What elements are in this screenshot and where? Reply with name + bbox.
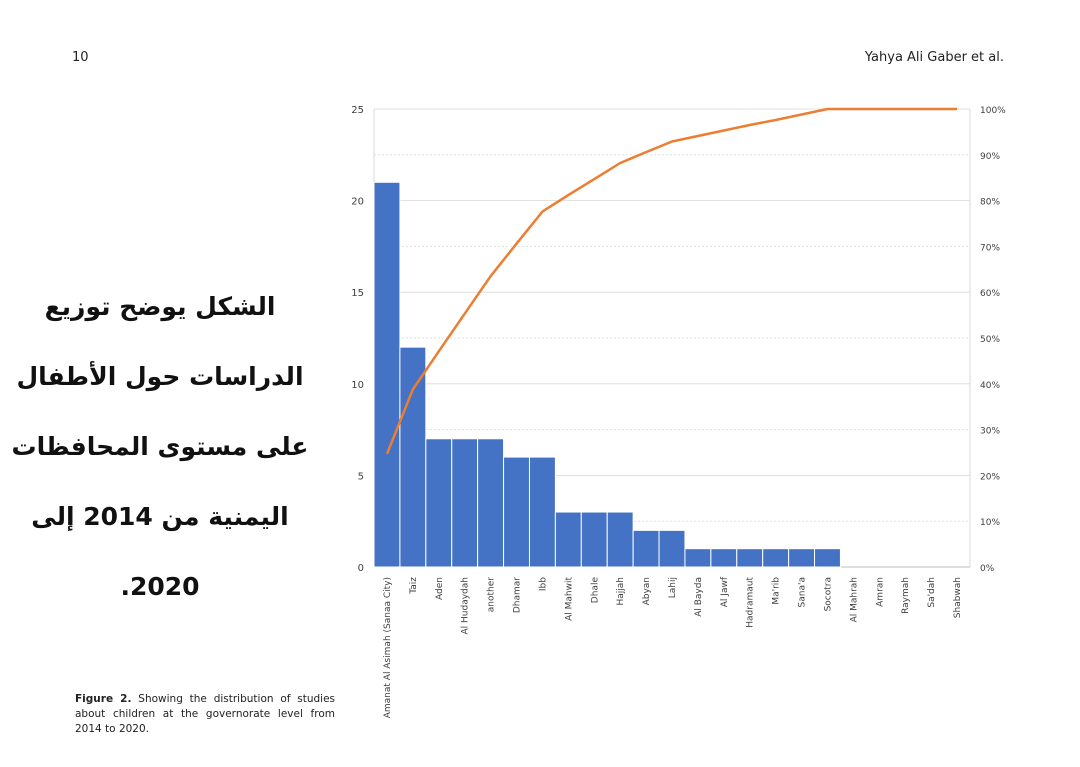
bar bbox=[451, 438, 479, 568]
x-category-label: Hajjah bbox=[616, 577, 626, 606]
bar bbox=[736, 548, 764, 568]
page-number: 10 bbox=[72, 50, 89, 65]
figure-caption: Figure 2. Showing the distribution of st… bbox=[75, 692, 335, 737]
x-category-label: another bbox=[487, 577, 497, 612]
x-category-label: Sa'dah bbox=[927, 577, 937, 608]
y-left-tick-label: 15 bbox=[351, 288, 364, 299]
bar bbox=[710, 548, 738, 568]
arabic-caption-line: الشكل يوضح توزيع bbox=[44, 292, 276, 321]
arabic-caption-line: الدراسات حول الأطفال bbox=[16, 362, 304, 391]
y-left-tick-label: 10 bbox=[351, 380, 364, 391]
x-category-label: Al Hudaydah bbox=[461, 577, 471, 634]
y-right-tick-label: 90% bbox=[980, 152, 1000, 162]
x-category-label: Aden bbox=[435, 577, 445, 600]
x-category-label: Dhamar bbox=[513, 577, 523, 613]
bar bbox=[528, 456, 556, 568]
bar bbox=[554, 511, 582, 568]
x-category-label: Al Mahwit bbox=[564, 577, 574, 621]
x-category-label: Amanat Al Asimah (Sanaa City) bbox=[383, 577, 393, 718]
x-category-label: Socotra bbox=[823, 577, 833, 611]
bar bbox=[580, 511, 608, 568]
x-category-label: Taiz bbox=[409, 577, 419, 595]
bar bbox=[762, 548, 790, 568]
figure-label: Figure 2. bbox=[75, 693, 132, 705]
y-right-tick-label: 20% bbox=[980, 472, 1000, 482]
y-right-tick-label: 30% bbox=[980, 427, 1000, 437]
x-category-label: Amran bbox=[875, 577, 885, 607]
x-category-label: Lahij bbox=[668, 577, 678, 598]
y-right-tick-label: 70% bbox=[980, 243, 1000, 253]
arabic-caption: الشكل يوضح توزيع الدراسات حول الأطفال عل… bbox=[10, 272, 310, 622]
x-category-label: Raymah bbox=[901, 577, 911, 614]
y-right-tick-label: 10% bbox=[980, 518, 1000, 528]
bar bbox=[477, 438, 505, 568]
x-category-label: Dhale bbox=[590, 577, 600, 604]
bar bbox=[814, 548, 841, 568]
arabic-caption-line: .2020 bbox=[120, 572, 200, 601]
y-left-tick-label: 25 bbox=[351, 105, 364, 116]
bar bbox=[373, 181, 401, 568]
y-right-tick-label: 40% bbox=[980, 381, 1000, 391]
x-category-label: Ibb bbox=[538, 577, 548, 591]
y-right-tick-label: 50% bbox=[980, 335, 1000, 345]
x-category-label: Hadramaut bbox=[746, 577, 756, 628]
bar bbox=[788, 548, 816, 568]
x-category-label: Shabwah bbox=[953, 577, 963, 618]
x-category-label: Al Bayda bbox=[694, 577, 704, 617]
arabic-caption-line: على مستوى المحافظات bbox=[11, 432, 309, 461]
running-head: Yahya Ali Gaber et al. bbox=[864, 50, 1004, 65]
y-right-tick-label: 80% bbox=[980, 198, 1000, 208]
figure-caption-text: Showing the distribution of studies abou… bbox=[75, 693, 336, 735]
bar bbox=[503, 456, 530, 568]
y-left-tick-label: 5 bbox=[358, 471, 364, 482]
bar bbox=[632, 529, 660, 568]
bar bbox=[606, 511, 634, 568]
bar bbox=[399, 346, 427, 568]
bar bbox=[658, 529, 686, 568]
x-category-label: Sana'a bbox=[798, 577, 808, 607]
y-left-tick-label: 0 bbox=[358, 563, 364, 574]
cumulative-line bbox=[385, 107, 957, 455]
x-category-label: Ma'rib bbox=[772, 577, 782, 605]
x-category-label: Al Mahrah bbox=[849, 577, 859, 622]
y-right-tick-label: 100% bbox=[980, 106, 1006, 116]
x-category-label: Al Jawf bbox=[720, 576, 730, 607]
bar bbox=[425, 438, 453, 568]
x-category-label: Abyan bbox=[642, 577, 652, 605]
y-left-tick-label: 20 bbox=[351, 197, 364, 208]
y-right-tick-label: 60% bbox=[980, 289, 1000, 299]
bar bbox=[684, 548, 712, 568]
y-right-tick-label: 0% bbox=[980, 564, 995, 574]
arabic-caption-line: اليمنية من 2014 إلى bbox=[31, 502, 289, 531]
